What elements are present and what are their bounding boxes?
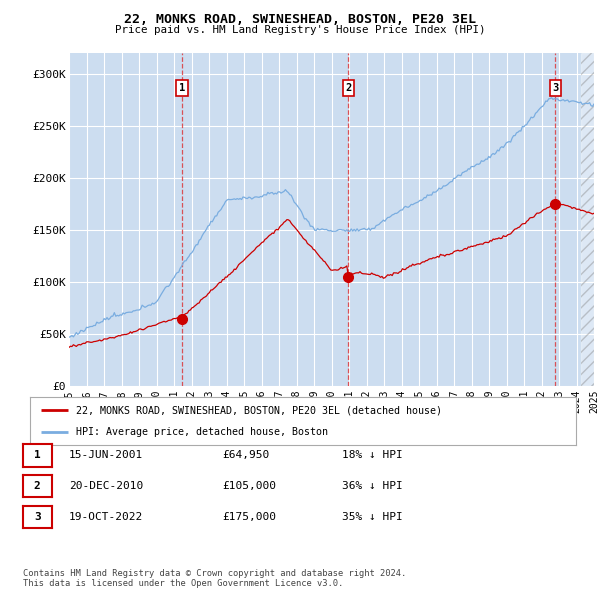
Bar xyxy=(581,53,594,386)
Text: 2: 2 xyxy=(34,481,41,491)
Text: 15-JUN-2001: 15-JUN-2001 xyxy=(69,451,143,460)
Text: Price paid vs. HM Land Registry's House Price Index (HPI): Price paid vs. HM Land Registry's House … xyxy=(115,25,485,35)
Text: 3: 3 xyxy=(34,512,41,522)
Text: Contains HM Land Registry data © Crown copyright and database right 2024.
This d: Contains HM Land Registry data © Crown c… xyxy=(23,569,406,588)
Text: 35% ↓ HPI: 35% ↓ HPI xyxy=(342,512,403,522)
Text: £175,000: £175,000 xyxy=(222,512,276,522)
Text: 1: 1 xyxy=(34,451,41,460)
Text: £64,950: £64,950 xyxy=(222,451,269,460)
Bar xyxy=(581,53,594,386)
Text: 36% ↓ HPI: 36% ↓ HPI xyxy=(342,481,403,491)
Text: 3: 3 xyxy=(552,83,559,93)
Text: HPI: Average price, detached house, Boston: HPI: Average price, detached house, Bost… xyxy=(76,427,328,437)
Text: 1: 1 xyxy=(179,83,185,93)
Text: 22, MONKS ROAD, SWINESHEAD, BOSTON, PE20 3EL: 22, MONKS ROAD, SWINESHEAD, BOSTON, PE20… xyxy=(124,13,476,26)
Text: £105,000: £105,000 xyxy=(222,481,276,491)
Text: 20-DEC-2010: 20-DEC-2010 xyxy=(69,481,143,491)
Text: 18% ↓ HPI: 18% ↓ HPI xyxy=(342,451,403,460)
Text: 22, MONKS ROAD, SWINESHEAD, BOSTON, PE20 3EL (detached house): 22, MONKS ROAD, SWINESHEAD, BOSTON, PE20… xyxy=(76,405,442,415)
Text: 2: 2 xyxy=(345,83,352,93)
Text: 19-OCT-2022: 19-OCT-2022 xyxy=(69,512,143,522)
